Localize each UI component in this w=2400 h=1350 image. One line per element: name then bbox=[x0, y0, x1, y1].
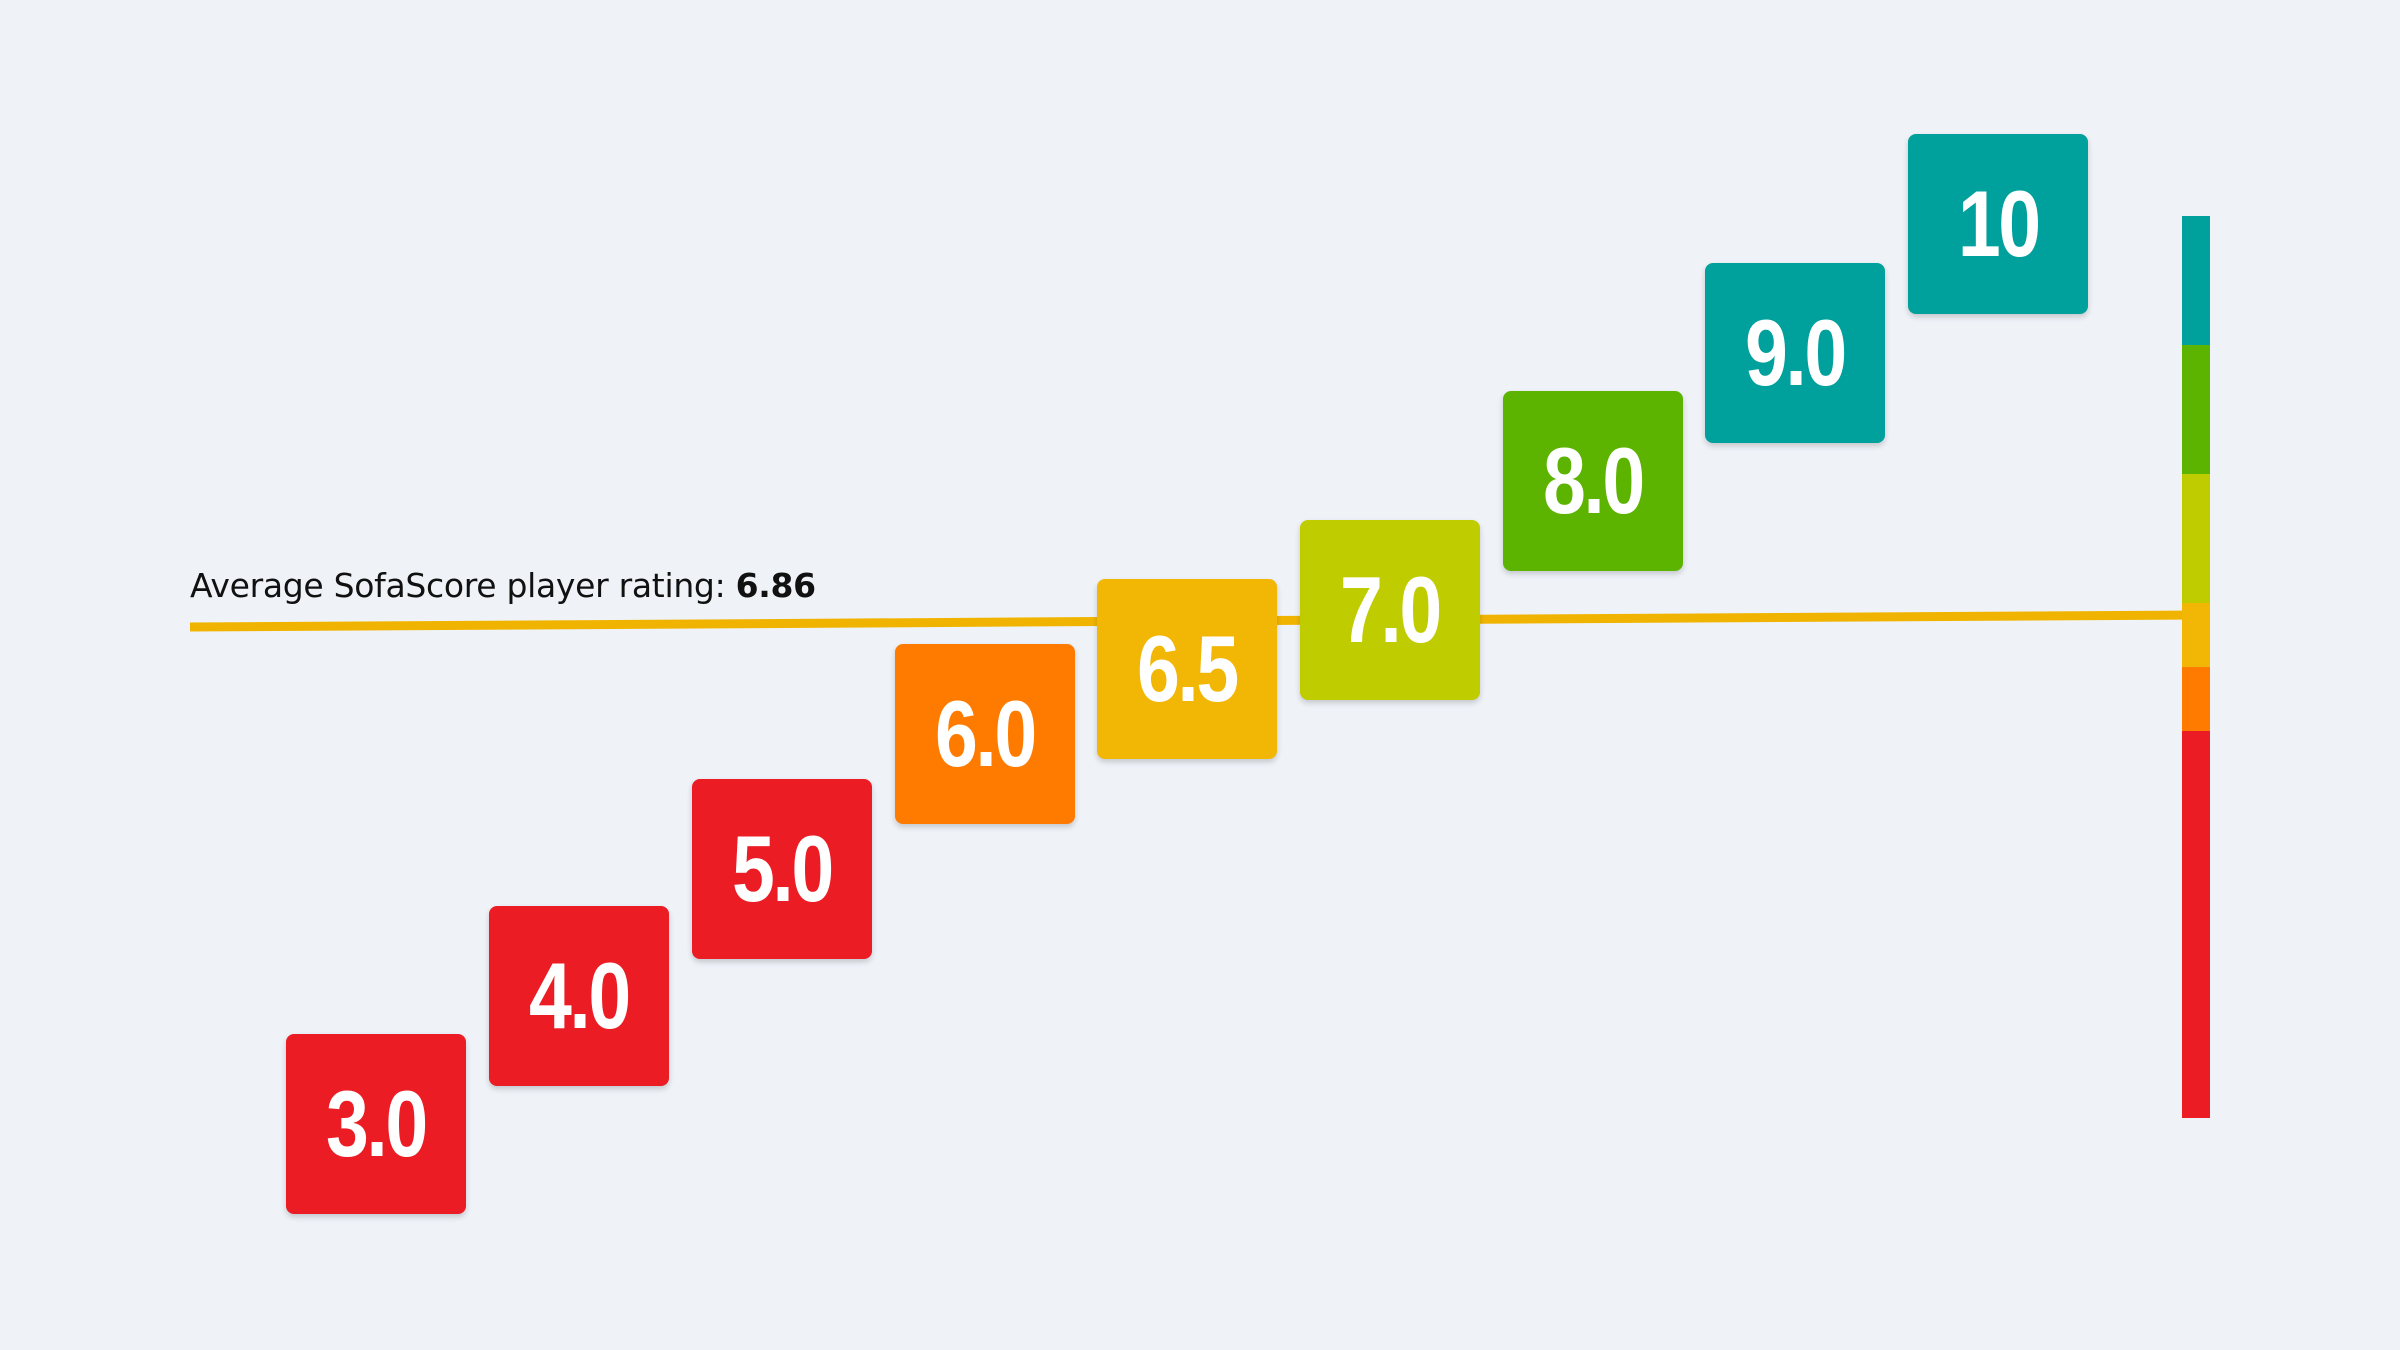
rating-tile-label: 3.0 bbox=[326, 1071, 428, 1176]
rating-tile-8-0: 8.0 bbox=[1503, 391, 1683, 571]
rating-tile-7-0: 7.0 bbox=[1300, 520, 1480, 700]
rating-tile-6-0: 6.0 bbox=[895, 644, 1075, 824]
rating-tile-3-0: 3.0 bbox=[286, 1034, 466, 1214]
rating-tile-label: 8.0 bbox=[1543, 428, 1645, 533]
average-rating-caption: Average SofaScore player rating: 6.86 bbox=[190, 566, 816, 605]
scale-bar-segment bbox=[2182, 731, 2210, 1118]
scale-bar-segment bbox=[2182, 602, 2210, 667]
rating-tile-9-0: 9.0 bbox=[1705, 263, 1885, 443]
rating-tile-10: 10 bbox=[1908, 134, 2088, 314]
average-rating-value: 6.86 bbox=[735, 566, 817, 605]
scale-bar-segment bbox=[2182, 473, 2210, 603]
rating-tile-label: 6.5 bbox=[1137, 616, 1239, 721]
rating-tile-label: 5.0 bbox=[732, 816, 834, 921]
rating-tile-5-0: 5.0 bbox=[692, 779, 872, 959]
rating-tile-label: 4.0 bbox=[529, 943, 631, 1048]
scale-bar-segment bbox=[2182, 344, 2210, 474]
rating-tile-label: 6.0 bbox=[935, 681, 1037, 786]
rating-tile-6-5: 6.5 bbox=[1097, 579, 1277, 759]
average-rating-prefix: Average SofaScore player rating: bbox=[190, 566, 736, 605]
rating-tile-label: 7.0 bbox=[1340, 557, 1442, 662]
rating-color-scale-bar bbox=[2182, 216, 2210, 1118]
scale-bar-segment bbox=[2182, 667, 2210, 732]
rating-tile-4-0: 4.0 bbox=[489, 906, 669, 1086]
rating-tile-label: 10 bbox=[1957, 171, 2041, 276]
rating-tile-label: 9.0 bbox=[1745, 300, 1847, 405]
scale-bar-segment bbox=[2182, 216, 2210, 345]
